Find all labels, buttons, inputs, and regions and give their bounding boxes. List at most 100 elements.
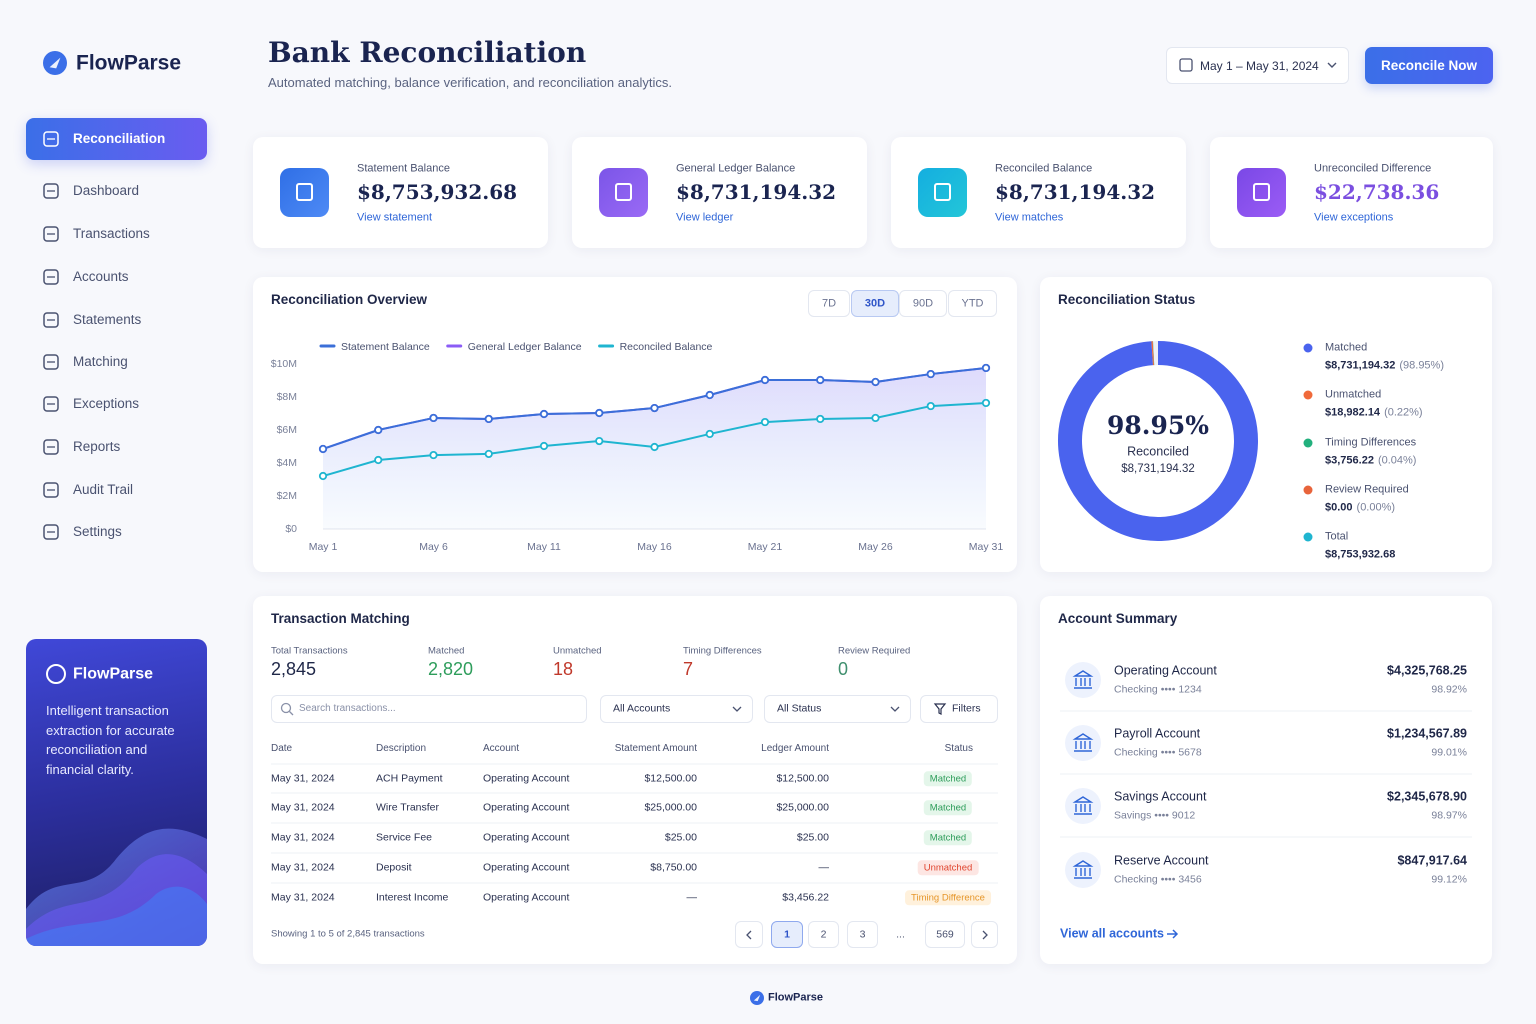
search-box[interactable] bbox=[271, 695, 587, 723]
status-badge: Unmatched bbox=[917, 860, 979, 876]
range-button[interactable] bbox=[899, 290, 947, 317]
account-percent: 98.97% bbox=[1431, 809, 1467, 822]
column-header: Ledger Amount bbox=[761, 743, 829, 754]
stat-label: Review Required bbox=[838, 645, 911, 657]
kpi-link[interactable]: View ledger bbox=[676, 211, 734, 224]
range-label[interactable]: 90D bbox=[912, 297, 934, 310]
legend-amount: $3,756.22 bbox=[1325, 454, 1374, 467]
account-name: Reserve Account bbox=[1114, 853, 1209, 868]
account-name: Payroll Account bbox=[1114, 726, 1201, 741]
table-cell: Operating Account bbox=[483, 801, 570, 814]
page-button[interactable] bbox=[847, 921, 878, 948]
kpi-value: $8,731,194.32 bbox=[676, 180, 837, 204]
page-label[interactable]: 3 bbox=[859, 928, 866, 941]
nav-item[interactable]: Audit Trail bbox=[73, 481, 134, 497]
nav-item[interactable]: Exceptions bbox=[73, 395, 140, 411]
filter-control[interactable] bbox=[920, 695, 998, 723]
date-range[interactable]: May 1 – May 31, 2024 bbox=[1200, 58, 1319, 73]
legend-percent: (0.00%) bbox=[1356, 501, 1396, 514]
donut-center-value: 98.95% bbox=[1106, 411, 1210, 440]
page-label[interactable]: 2 bbox=[820, 928, 827, 941]
nav-item[interactable]: Reconciliation bbox=[73, 130, 166, 146]
promo-brand: FlowParse bbox=[73, 665, 154, 683]
page-button[interactable] bbox=[735, 921, 763, 948]
nav-item[interactable]: Settings bbox=[73, 523, 122, 539]
filter-label[interactable]: All Status bbox=[777, 702, 822, 715]
kpi-link[interactable]: View exceptions bbox=[1314, 211, 1394, 224]
table-cell: $25,000.00 bbox=[644, 801, 697, 814]
promo-text: Intelligent transaction extraction for a… bbox=[46, 703, 175, 777]
range-label[interactable]: 30D bbox=[864, 297, 886, 310]
stat-label: Unmatched bbox=[553, 645, 602, 657]
column-header: Status bbox=[944, 743, 973, 754]
table-cell: $25,000.00 bbox=[776, 801, 829, 814]
range-label[interactable]: 7D bbox=[821, 297, 837, 310]
page-button[interactable] bbox=[925, 921, 965, 948]
table-cell: $25.00 bbox=[664, 831, 697, 844]
page-label[interactable]: 1 bbox=[784, 928, 790, 941]
accounts-link[interactable]: View all accounts bbox=[1060, 926, 1164, 941]
table-cell: Operating Account bbox=[483, 831, 570, 844]
range-button[interactable] bbox=[948, 290, 997, 317]
kpi-link[interactable]: View matches bbox=[995, 211, 1064, 224]
filter-control[interactable] bbox=[764, 695, 911, 723]
table-cell: May 31, 2024 bbox=[271, 831, 335, 844]
kpi-value: $22,738.36 bbox=[1314, 180, 1440, 204]
status-badge: Matched bbox=[923, 771, 973, 787]
card-title: Reconciliation Overview bbox=[271, 291, 428, 307]
filter-label[interactable]: Filters bbox=[952, 702, 981, 715]
range-button[interactable] bbox=[808, 290, 850, 317]
column-header: Description bbox=[376, 743, 427, 754]
table-footer: Showing 1 to 5 of 2,845 transactions bbox=[271, 928, 425, 940]
nav-item[interactable]: Transactions bbox=[73, 225, 150, 241]
table-cell: $12,500.00 bbox=[776, 772, 829, 785]
legend-amount: $18,982.14 bbox=[1325, 406, 1381, 419]
logo-mark bbox=[43, 51, 67, 75]
stat-value: 7 bbox=[683, 659, 694, 680]
nav-icon bbox=[43, 269, 59, 285]
nav-item[interactable]: Dashboard bbox=[73, 182, 140, 198]
table-cell: Wire Transfer bbox=[376, 801, 440, 814]
account-sub: Checking •••• 3456 bbox=[1114, 873, 1202, 886]
page-label[interactable]: ... bbox=[896, 928, 905, 941]
filter-control[interactable] bbox=[600, 695, 753, 723]
page-button[interactable] bbox=[971, 921, 998, 948]
table-cell: — bbox=[818, 861, 830, 874]
nav-item[interactable]: Reports bbox=[73, 438, 121, 454]
date-picker[interactable] bbox=[1166, 47, 1349, 84]
stat-label: Matched bbox=[428, 645, 465, 657]
range-label[interactable]: YTD bbox=[961, 297, 984, 310]
table-cell: $3,456.22 bbox=[782, 891, 829, 904]
reconcile-label[interactable]: Reconcile Now bbox=[1380, 57, 1478, 73]
donut-center-amount: $8,731,194.32 bbox=[1121, 463, 1195, 476]
nav-icon bbox=[43, 396, 59, 412]
promo-wave bbox=[26, 828, 207, 946]
legend-label: Review Required bbox=[1325, 483, 1409, 496]
page-label[interactable]: 569 bbox=[936, 928, 954, 941]
table-cell: Operating Account bbox=[483, 772, 570, 785]
nav-item[interactable]: Statements bbox=[73, 311, 142, 327]
range-button[interactable] bbox=[851, 290, 899, 317]
nav-item[interactable]: Matching bbox=[73, 353, 128, 369]
kpi-link[interactable]: View statement bbox=[357, 211, 433, 224]
legend-label: Timing Differences bbox=[1325, 436, 1417, 449]
search-placeholder[interactable]: Search transactions... bbox=[299, 703, 396, 714]
footer-brand: FlowParse bbox=[768, 991, 824, 1004]
page-button[interactable] bbox=[808, 921, 839, 948]
legend-amount: $0.00 bbox=[1325, 501, 1353, 514]
table-cell: Interest Income bbox=[376, 891, 449, 904]
table-cell: May 31, 2024 bbox=[271, 772, 335, 785]
page-button[interactable] bbox=[771, 921, 803, 948]
page-title: Bank Reconciliation bbox=[268, 36, 587, 70]
filter-label[interactable]: All Accounts bbox=[613, 702, 671, 715]
legend-label: Unmatched bbox=[1325, 388, 1382, 401]
nav-item[interactable]: Accounts bbox=[73, 268, 129, 284]
account-name: Savings Account bbox=[1114, 789, 1207, 804]
legend-amount: $8,753,932.68 bbox=[1325, 548, 1396, 561]
legend-label: Matched bbox=[1325, 341, 1368, 354]
column-header: Date bbox=[271, 743, 293, 754]
reconcile-button[interactable] bbox=[1365, 47, 1493, 84]
legend-amount: $8,731,194.32 bbox=[1325, 359, 1396, 372]
nav-icon bbox=[43, 183, 59, 199]
overview-card bbox=[253, 277, 1017, 572]
